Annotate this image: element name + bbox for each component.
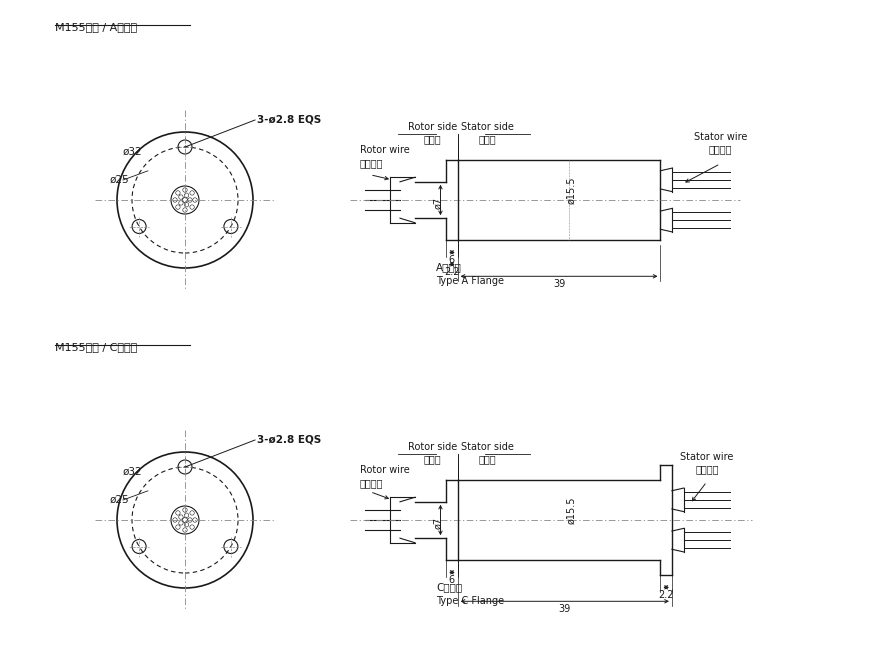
Text: ø7: ø7	[434, 517, 444, 529]
Text: M155系列 / A型法兰: M155系列 / A型法兰	[55, 22, 137, 32]
Text: 转子边: 转子边	[424, 133, 442, 143]
Text: 2.2: 2.2	[444, 267, 459, 277]
Text: 39: 39	[559, 604, 571, 614]
Text: C型法兰: C型法兰	[436, 582, 462, 592]
Text: 定子边: 定子边	[479, 133, 496, 143]
Text: Stator wire: Stator wire	[680, 452, 734, 462]
Text: 定子出线: 定子出线	[708, 143, 732, 153]
Text: ø15.5: ø15.5	[566, 177, 576, 204]
Text: 2.2: 2.2	[658, 590, 674, 600]
Text: 3-ø2.8 EQS: 3-ø2.8 EQS	[257, 115, 321, 125]
Text: 转子出线: 转子出线	[360, 478, 384, 488]
Text: Rotor wire: Rotor wire	[360, 465, 410, 475]
Text: ø15.5: ø15.5	[566, 496, 576, 524]
Text: 39: 39	[553, 279, 565, 289]
Text: ø25: ø25	[110, 175, 129, 185]
Text: ø25: ø25	[110, 495, 129, 505]
Text: Rotor wire: Rotor wire	[360, 145, 410, 155]
Text: ø32: ø32	[123, 147, 143, 157]
Text: 转子边: 转子边	[424, 454, 442, 464]
Text: Stator wire: Stator wire	[693, 131, 747, 141]
Text: Type C Flange: Type C Flange	[436, 596, 504, 606]
Text: Rotor side: Rotor side	[408, 442, 458, 452]
Text: 3-ø2.8 EQS: 3-ø2.8 EQS	[257, 435, 321, 445]
Text: 定子边: 定子边	[479, 454, 496, 464]
Text: ø7: ø7	[434, 197, 444, 209]
Text: 6: 6	[449, 255, 455, 265]
Text: M155系列 / C型法兰: M155系列 / C型法兰	[55, 342, 137, 352]
Text: 定子出线: 定子出线	[695, 464, 719, 474]
Text: Type A Flange: Type A Flange	[436, 276, 504, 286]
Text: Rotor side: Rotor side	[408, 121, 458, 131]
Text: Stator side: Stator side	[461, 442, 514, 452]
Text: ø32: ø32	[123, 467, 143, 477]
Text: 6: 6	[449, 576, 455, 586]
Text: 转子出线: 转子出线	[360, 157, 384, 167]
Text: Stator side: Stator side	[461, 121, 514, 131]
Text: A型法兰: A型法兰	[436, 262, 462, 272]
